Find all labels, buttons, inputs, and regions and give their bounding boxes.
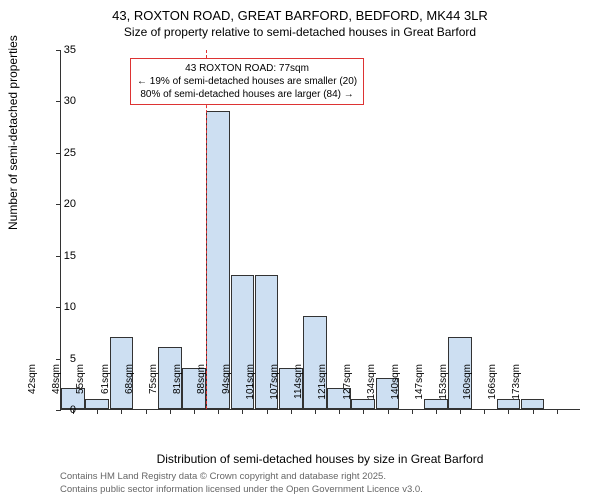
x-tick-mark — [436, 409, 437, 414]
x-tick-mark — [194, 409, 195, 414]
y-tick-label: 10 — [64, 301, 76, 313]
x-tick-mark — [267, 409, 268, 414]
info-box: 43 ROXTON ROAD: 77sqm← 19% of semi-detac… — [130, 58, 364, 105]
x-tick-label: 68sqm — [124, 364, 135, 414]
x-tick-label: 48sqm — [51, 364, 62, 414]
x-tick-mark — [97, 409, 98, 414]
x-tick-mark — [121, 409, 122, 414]
x-tick-mark — [508, 409, 509, 414]
x-tick-label: 101sqm — [245, 364, 256, 414]
x-tick-label: 127sqm — [342, 364, 353, 414]
x-tick-label: 160sqm — [462, 364, 473, 414]
y-tick-label: 5 — [70, 353, 76, 365]
x-tick-label: 134sqm — [366, 364, 377, 414]
chart-title-sub: Size of property relative to semi-detach… — [0, 23, 600, 39]
y-tick-mark — [56, 101, 61, 102]
x-tick-label: 61sqm — [100, 364, 111, 414]
x-tick-label: 121sqm — [317, 364, 328, 414]
x-tick-label: 94sqm — [221, 364, 232, 414]
y-tick-label: 25 — [64, 147, 76, 159]
x-tick-label: 153sqm — [438, 364, 449, 414]
x-tick-label: 173sqm — [511, 364, 522, 414]
chart-container: 43, ROXTON ROAD, GREAT BARFORD, BEDFORD,… — [0, 0, 600, 500]
x-tick-label: 166sqm — [487, 364, 498, 414]
x-tick-mark — [242, 409, 243, 414]
y-tick-label: 0 — [70, 404, 76, 416]
x-tick-label: 140sqm — [390, 364, 401, 414]
x-tick-label: 114sqm — [293, 364, 304, 414]
x-tick-label: 55sqm — [75, 364, 86, 414]
y-tick-label: 30 — [64, 95, 76, 107]
x-tick-mark — [339, 409, 340, 414]
x-tick-label: 147sqm — [414, 364, 425, 414]
y-tick-mark — [56, 256, 61, 257]
y-tick-mark — [56, 50, 61, 51]
x-tick-mark — [388, 409, 389, 414]
histogram-bar — [521, 399, 545, 409]
y-tick-mark — [56, 204, 61, 205]
x-tick-mark — [460, 409, 461, 414]
info-box-line1: 43 ROXTON ROAD: 77sqm — [137, 62, 357, 75]
x-tick-label: 81sqm — [172, 364, 183, 414]
chart-title-main: 43, ROXTON ROAD, GREAT BARFORD, BEDFORD,… — [0, 0, 600, 23]
y-tick-mark — [56, 153, 61, 154]
footnote: Contains HM Land Registry data © Crown c… — [60, 471, 423, 496]
x-tick-label: 42sqm — [27, 364, 38, 414]
x-tick-mark — [146, 409, 147, 414]
x-tick-mark — [218, 409, 219, 414]
info-box-line3: 80% of semi-detached houses are larger (… — [137, 88, 357, 101]
y-tick-mark — [56, 307, 61, 308]
x-tick-mark — [291, 409, 292, 414]
footnote-line2: Contains public sector information licen… — [60, 484, 423, 496]
y-tick-label: 35 — [64, 44, 76, 56]
y-tick-mark — [56, 359, 61, 360]
x-tick-mark — [533, 409, 534, 414]
x-tick-mark — [170, 409, 171, 414]
x-tick-mark — [557, 409, 558, 414]
x-tick-mark — [363, 409, 364, 414]
x-tick-mark — [315, 409, 316, 414]
x-tick-mark — [412, 409, 413, 414]
info-box-line2: ← 19% of semi-detached houses are smalle… — [137, 75, 357, 88]
x-tick-label: 107sqm — [269, 364, 280, 414]
x-tick-mark — [484, 409, 485, 414]
footnote-line1: Contains HM Land Registry data © Crown c… — [60, 471, 423, 483]
y-tick-label: 20 — [64, 198, 76, 210]
y-axis-label: Number of semi-detached properties — [6, 35, 20, 230]
x-tick-label: 75sqm — [148, 364, 159, 414]
x-axis-label: Distribution of semi-detached houses by … — [60, 452, 580, 466]
y-tick-label: 15 — [64, 250, 76, 262]
